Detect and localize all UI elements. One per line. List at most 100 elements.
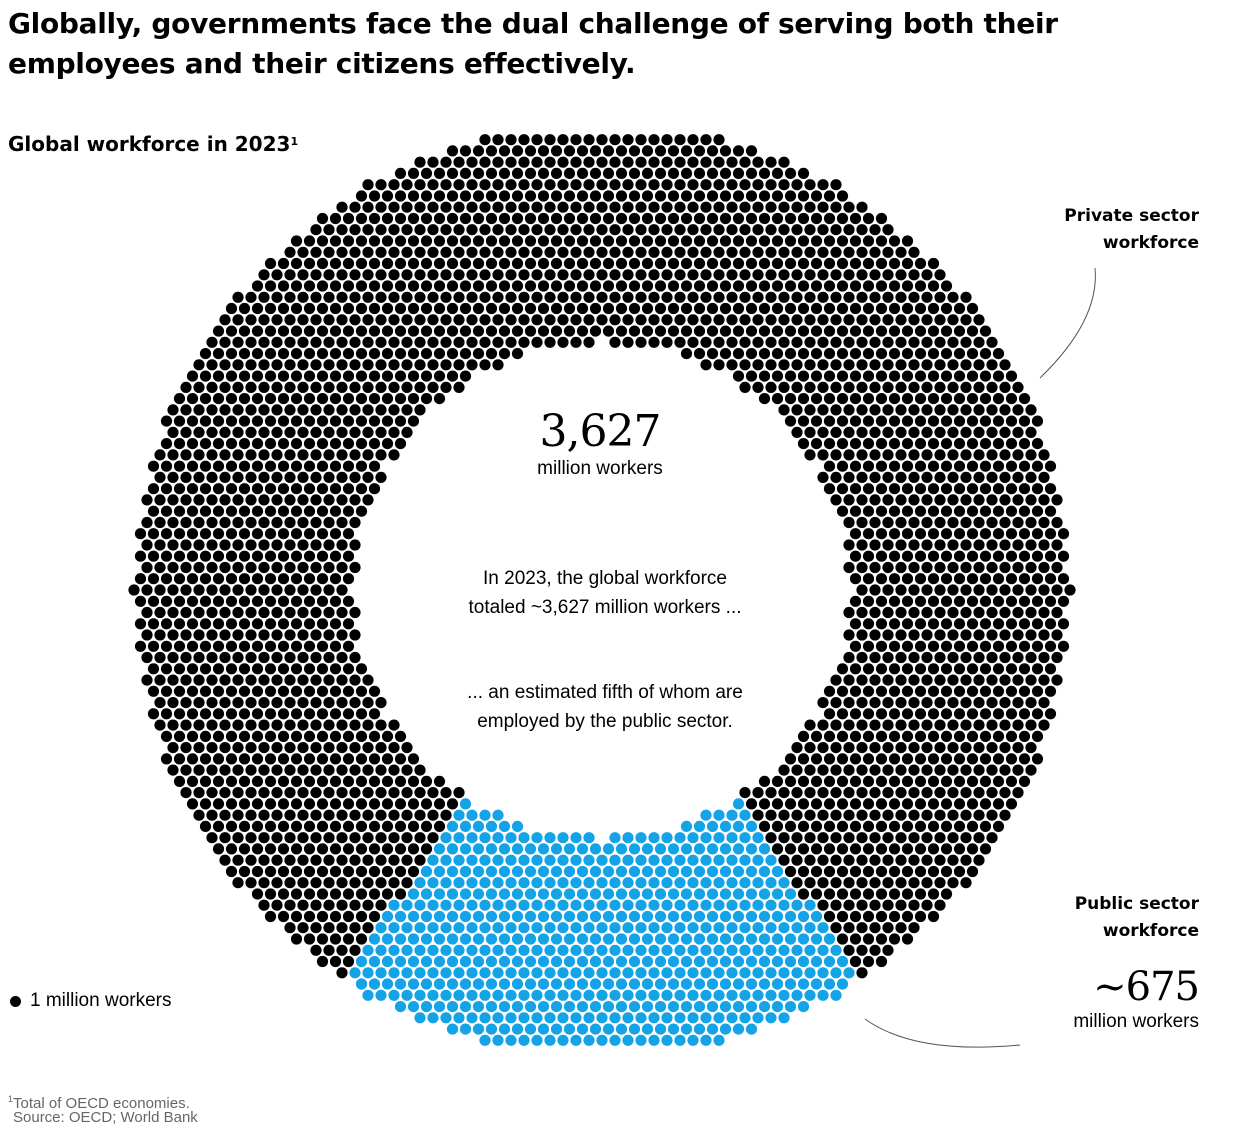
public-sector-dot xyxy=(583,854,595,866)
footnote-text: Total of OECD economies. xyxy=(13,1095,190,1112)
public-sector-dot xyxy=(583,899,595,911)
private-sector-dot xyxy=(973,787,985,799)
private-sector-dot xyxy=(745,348,758,360)
private-sector-dot xyxy=(277,820,290,833)
private-sector-dot xyxy=(908,471,920,483)
public-sector-dot xyxy=(804,899,816,911)
private-sector-dot xyxy=(1031,438,1044,450)
private-sector-dot xyxy=(1018,663,1031,675)
public-sector-dot xyxy=(732,933,745,945)
public-sector-dot xyxy=(700,989,712,1001)
private-sector-dot xyxy=(797,348,810,360)
public-sector-dot xyxy=(420,910,433,923)
private-sector-dot xyxy=(479,359,491,371)
private-sector-dot xyxy=(830,719,842,731)
private-sector-dot xyxy=(836,888,849,900)
public-sector-dot xyxy=(609,967,621,979)
private-sector-dot xyxy=(329,640,342,652)
private-sector-dot xyxy=(355,190,368,202)
private-sector-dot xyxy=(992,505,1005,517)
private-sector-dot xyxy=(375,269,387,281)
private-sector-dot xyxy=(875,393,888,405)
public-sector-dot xyxy=(674,989,686,1001)
public-sector-dot xyxy=(440,944,452,956)
private-sector-dot xyxy=(362,899,374,911)
private-sector-dot xyxy=(401,877,413,889)
private-sector-dot xyxy=(654,190,667,202)
public-sector-dot xyxy=(784,888,797,900)
private-sector-dot xyxy=(986,381,998,393)
private-sector-dot xyxy=(238,730,251,743)
private-sector-dot xyxy=(518,201,530,213)
private-sector-dot xyxy=(836,933,849,945)
private-sector-dot xyxy=(212,753,225,765)
public-sector-dot xyxy=(635,1012,647,1024)
private-sector-dot xyxy=(1018,730,1031,743)
public-sector-dot xyxy=(680,978,693,990)
private-sector-dot xyxy=(401,291,413,303)
private-sector-dot xyxy=(297,314,309,326)
private-sector-dot xyxy=(472,257,485,270)
private-sector-dot xyxy=(1018,483,1031,495)
private-sector-dot xyxy=(843,854,855,866)
private-sector-dot xyxy=(713,201,725,213)
private-sector-dot xyxy=(303,820,316,833)
private-sector-dot xyxy=(206,651,218,664)
private-sector-dot xyxy=(297,809,309,821)
private-sector-dot xyxy=(173,528,186,540)
private-sector-dot xyxy=(758,348,771,360)
public-sector-dot xyxy=(433,955,446,968)
public-sector-dot xyxy=(459,820,472,833)
public-sector-dot xyxy=(466,967,478,979)
private-sector-dot xyxy=(836,730,849,743)
private-sector-dot xyxy=(901,528,914,540)
private-sector-dot xyxy=(823,257,836,270)
private-sector-dot xyxy=(511,190,524,202)
private-sector-dot xyxy=(791,854,803,866)
private-sector-dot xyxy=(654,145,667,157)
public-sector-dot xyxy=(485,843,498,855)
private-sector-dot xyxy=(797,865,810,878)
private-sector-dot xyxy=(914,708,927,720)
private-sector-dot xyxy=(284,471,296,483)
private-sector-dot xyxy=(693,280,706,292)
private-sector-dot xyxy=(921,651,933,664)
private-sector-dot xyxy=(947,314,959,326)
private-sector-dot xyxy=(1038,516,1050,529)
private-sector-dot xyxy=(323,944,335,956)
footnote: 1Total of OECD economies. xyxy=(8,1090,190,1113)
private-sector-dot xyxy=(875,820,888,833)
private-sector-dot xyxy=(316,393,329,405)
private-sector-dot xyxy=(225,438,238,450)
private-sector-dot xyxy=(713,224,725,236)
private-sector-dot xyxy=(609,179,621,191)
private-sector-dot xyxy=(836,235,849,247)
private-sector-dot xyxy=(303,235,316,247)
private-sector-dot xyxy=(882,674,894,686)
private-sector-dot xyxy=(154,561,166,574)
private-sector-dot xyxy=(310,449,322,461)
private-sector-dot xyxy=(277,888,290,900)
private-sector-dot xyxy=(349,291,361,303)
private-sector-dot xyxy=(778,336,790,348)
private-sector-dot xyxy=(570,269,582,281)
private-sector-dot xyxy=(895,314,907,326)
private-sector-dot xyxy=(680,325,693,337)
private-sector-dot xyxy=(979,505,992,517)
private-sector-dot xyxy=(628,280,641,292)
private-sector-dot xyxy=(823,843,836,855)
private-sector-dot xyxy=(479,336,491,348)
private-sector-dot xyxy=(258,787,270,799)
private-sector-dot xyxy=(687,314,699,326)
private-sector-dot xyxy=(869,494,881,506)
private-sector-dot xyxy=(238,843,251,855)
private-sector-dot xyxy=(927,257,940,270)
private-sector-dot xyxy=(973,674,985,686)
private-sector-dot xyxy=(979,618,992,630)
private-sector-dot xyxy=(303,753,316,765)
private-sector-dot xyxy=(979,325,992,337)
private-sector-dot xyxy=(329,775,342,788)
private-sector-dot xyxy=(732,302,745,315)
private-sector-dot xyxy=(895,381,907,393)
private-sector-dot xyxy=(849,550,862,562)
